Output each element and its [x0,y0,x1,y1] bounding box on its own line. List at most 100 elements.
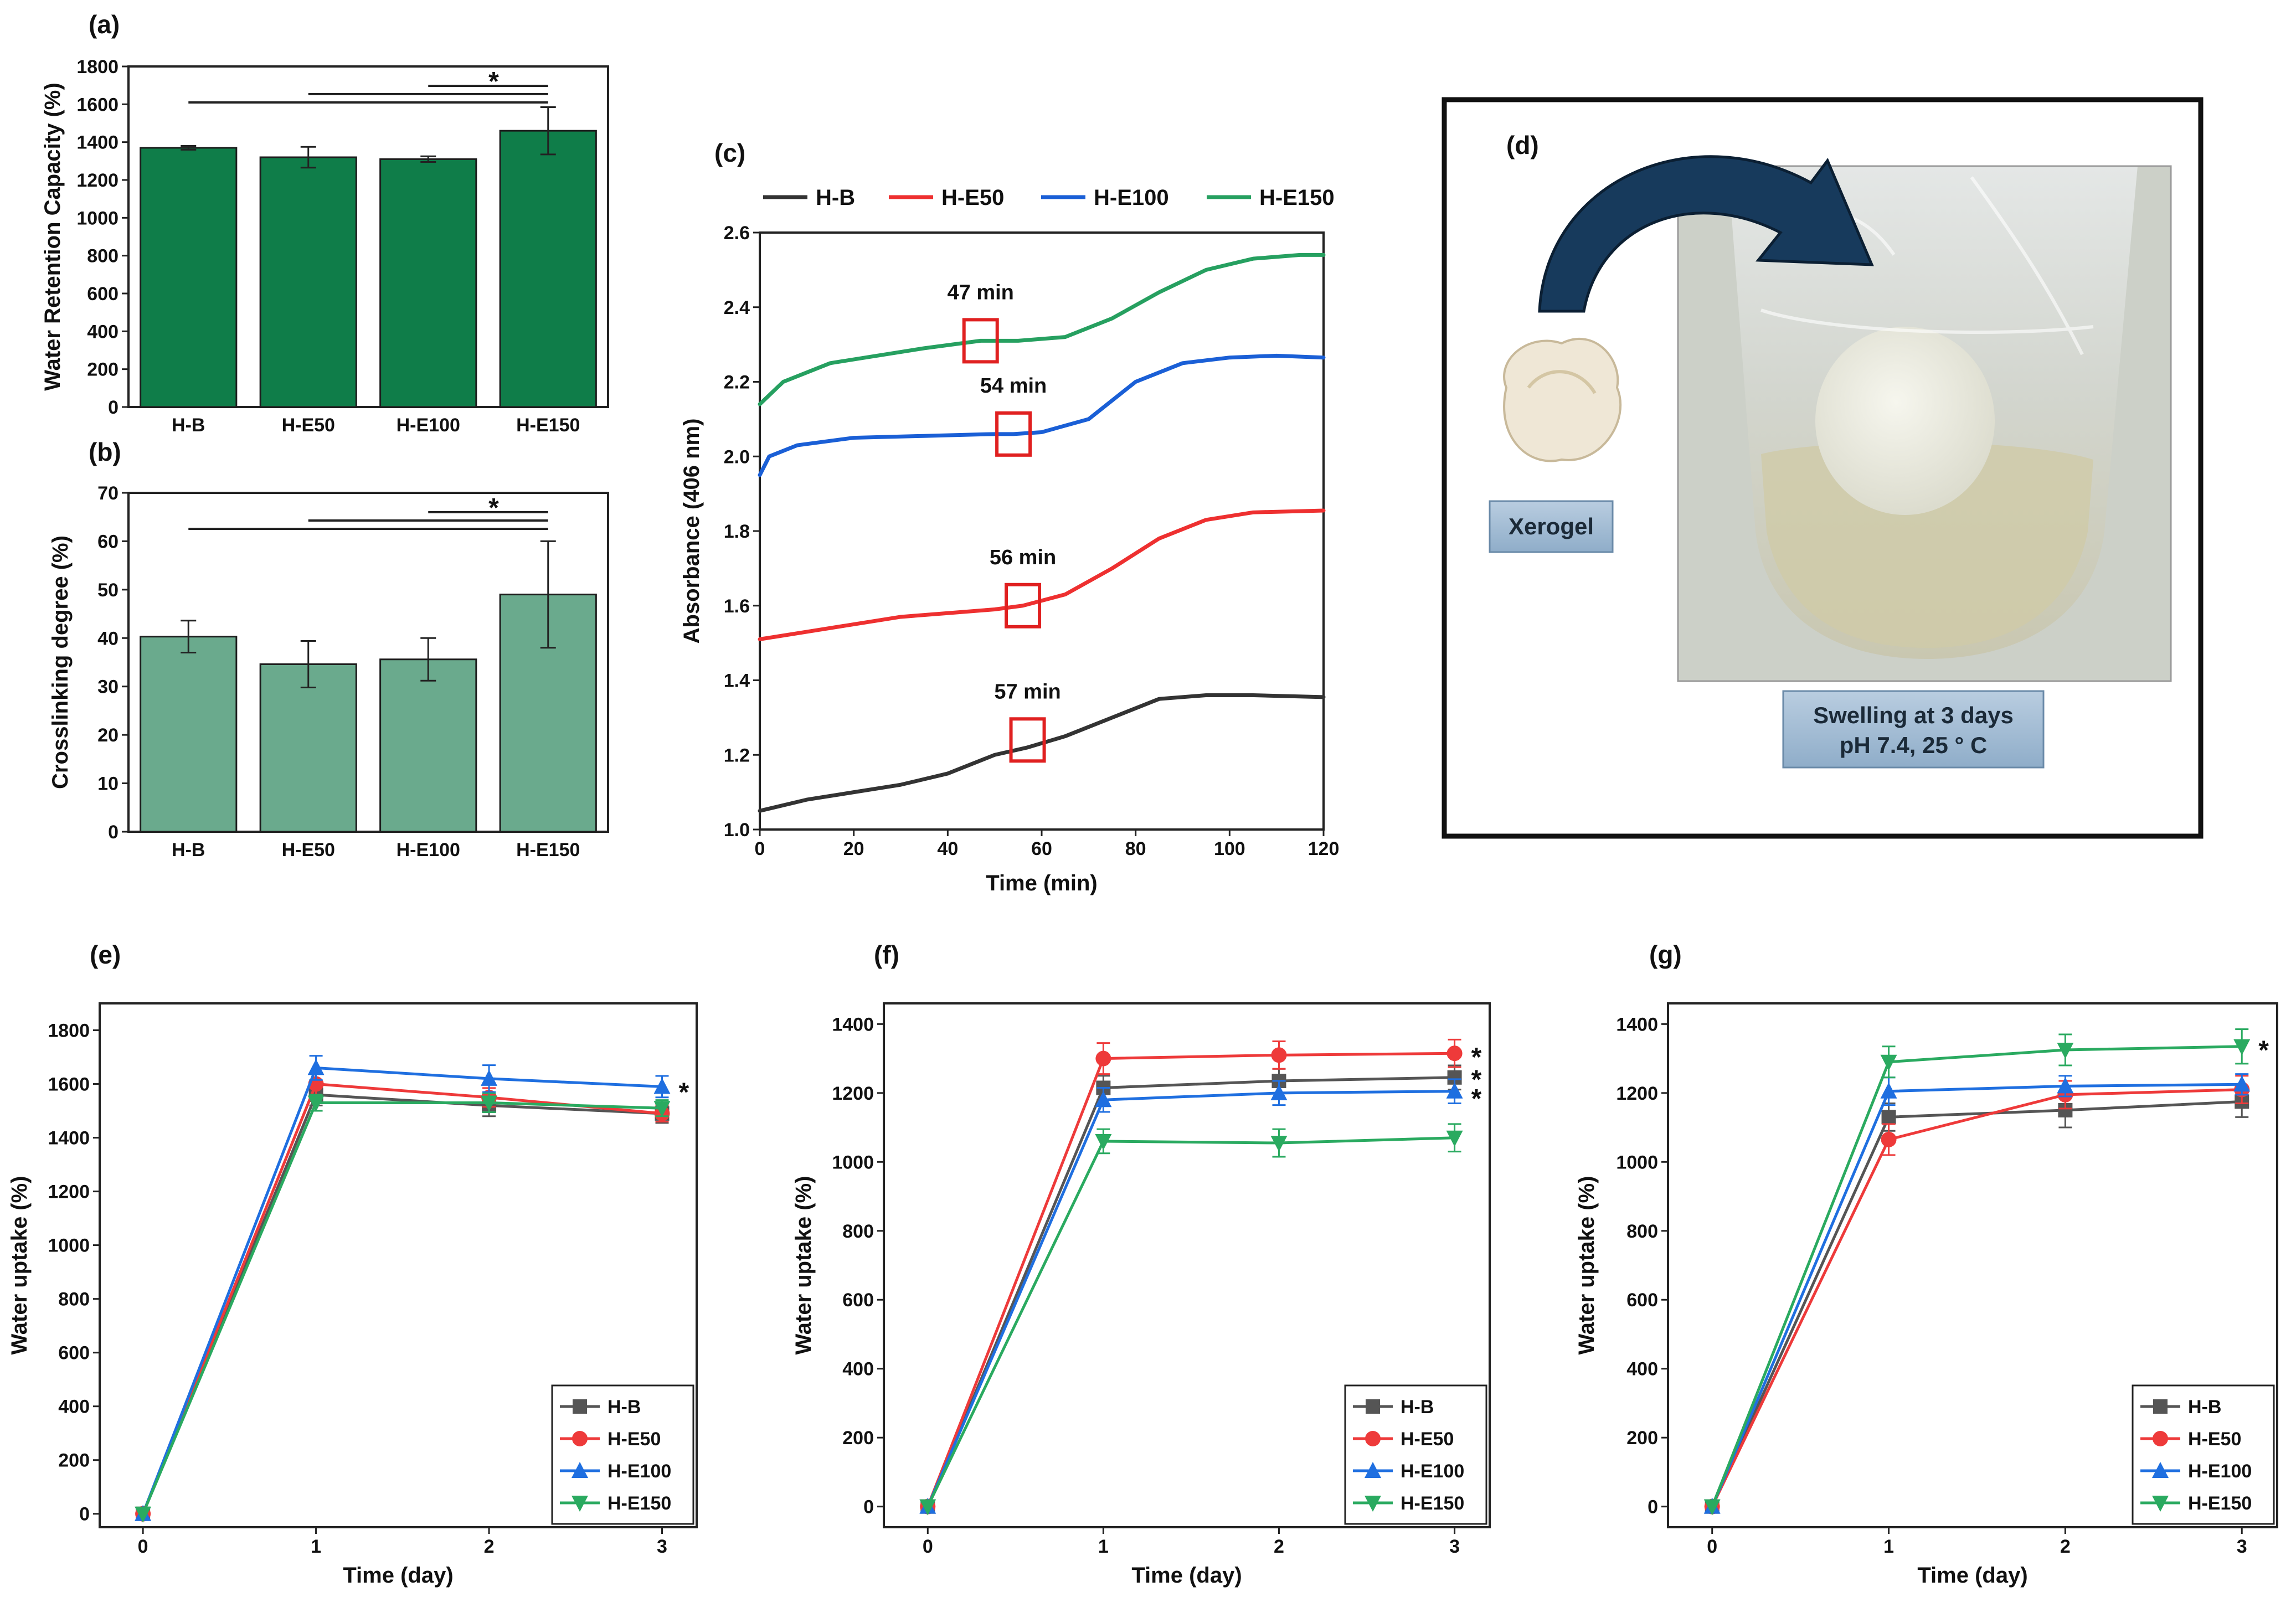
x-tick-label: H-E50 [282,839,335,861]
data-point [1881,1110,1896,1125]
x-tick-label: 1 [1883,1536,1894,1557]
x-tick-label: 120 [1308,838,1340,859]
y-tick-label: 1.2 [724,745,750,766]
panel-label: (b) [89,437,121,466]
y-tick-label: 1800 [48,1021,90,1042]
series-line-H-E100 [926,1090,1455,1507]
plot-frame [127,492,609,833]
legend-label: H-E50 [1401,1429,1454,1450]
onset-annotation: 47 min [948,281,1014,304]
y-tick-label: 60 [97,531,119,552]
y-axis-label: Water uptake (%) [7,1176,32,1354]
legend-label: H-E100 [608,1461,671,1482]
x-tick-label: H-E50 [282,415,335,436]
x-tick-label: 1 [1098,1536,1109,1557]
y-tick-label: 600 [87,284,119,305]
data-point [2153,1399,2168,1414]
panel-label: (c) [714,138,745,167]
legend-label: H-E150 [2188,1493,2252,1514]
x-tick-label: 60 [1031,838,1052,859]
data-point [135,1506,152,1523]
x-tick-label: H-B [172,415,205,436]
y-tick-label: 10 [97,774,119,795]
legend-label: H-B [608,1397,641,1418]
y-tick-label: 70 [97,483,119,504]
y-tick-label: 600 [842,1290,874,1311]
data-point [1270,1136,1288,1152]
y-tick-label: 1000 [1616,1152,1658,1173]
series-line-H-E50 [758,508,1326,641]
legend-label: H-E50 [608,1429,661,1450]
x-tick-label: H-E100 [397,415,460,436]
data-point [1271,1047,1287,1063]
x-tick-label: 20 [843,838,864,859]
y-tick-label: 800 [1626,1221,1658,1242]
data-point [1095,1050,1111,1067]
chart-g: (g) 0 200 400 600 800 1000 1200 1400 0 1 2 3 Time (da… [1574,940,2278,1588]
y-tick-label: 2.6 [724,223,750,244]
legend-label: H-E100 [2188,1461,2252,1482]
x-tick-label: 3 [1449,1536,1460,1557]
panel-d-label: (d) [1506,131,1539,159]
x-tick-label: H-B [172,839,205,861]
y-tick-label: 200 [87,359,119,380]
data-point [1366,1399,1380,1414]
bar [140,636,238,833]
swelling-label-line1: Swelling at 3 days [1813,702,2014,728]
legend-label: H-E100 [1401,1461,1464,1482]
swelling-label-line2: pH 7.4, 25 ° C [1840,732,1988,758]
y-tick-label: 1.4 [724,671,750,692]
y-tick-label: 0 [1648,1497,1658,1518]
x-tick-label: 0 [755,838,765,859]
legend-label: H-E150 [608,1493,671,1514]
y-tick-label: 1.8 [724,521,750,542]
x-axis-label: Time (day) [1917,1563,2027,1588]
legend-label: H-B [1401,1397,1434,1418]
x-tick-label: 2 [484,1536,495,1557]
y-tick-label: 800 [87,246,119,267]
data-point [1446,1045,1463,1062]
x-tick-label: 80 [1125,838,1146,859]
data-point [1095,1134,1112,1150]
significance-star: * [2258,1036,2269,1065]
y-tick-label: 400 [842,1359,874,1380]
significance-star: * [1471,1043,1482,1072]
data-point [1270,1084,1288,1100]
series-line-H-E50 [926,1052,1455,1507]
data-point [573,1399,587,1414]
x-tick-label: H-E150 [516,415,580,436]
panel-label: (e) [90,940,121,969]
y-tick-label: 1000 [48,1235,90,1256]
x-axis-label: Time (min) [986,871,1098,895]
y-tick-label: 1200 [832,1083,874,1104]
y-tick-label: 0 [108,397,119,418]
data-point [572,1431,588,1446]
y-tick-label: 400 [58,1397,90,1418]
panel-label: (g) [1649,940,1682,969]
bar [140,147,238,408]
data-point [1703,1499,1721,1516]
data-point [1880,1082,1897,1099]
data-point [1365,1496,1381,1512]
data-point [2153,1431,2168,1446]
y-tick-label: 1000 [76,208,119,229]
plot-frame [99,1002,698,1528]
y-axis-label: Water Retention Capacity (%) [40,83,65,390]
y-tick-label: 1600 [76,94,119,115]
y-axis-label: Crosslinking degree (%) [48,535,73,789]
data-point [2233,1039,2251,1055]
y-tick-label: 0 [863,1497,874,1518]
x-tick-label: 3 [657,1536,667,1557]
y-tick-label: 40 [97,628,119,649]
x-tick-label: 100 [1214,838,1245,859]
x-axis-label: Time (day) [343,1563,453,1588]
legend-label: H-E150 [1259,186,1335,210]
legend-label: H-E100 [1094,186,1169,210]
y-tick-label: 1.0 [724,820,750,841]
onset-annotation: 56 min [990,546,1056,569]
onset-annotation: 54 min [980,374,1047,398]
xerogel-label: Xerogel [1509,513,1594,539]
x-tick-label: 3 [2237,1536,2247,1557]
bar [379,658,477,833]
data-point [2152,1496,2169,1512]
